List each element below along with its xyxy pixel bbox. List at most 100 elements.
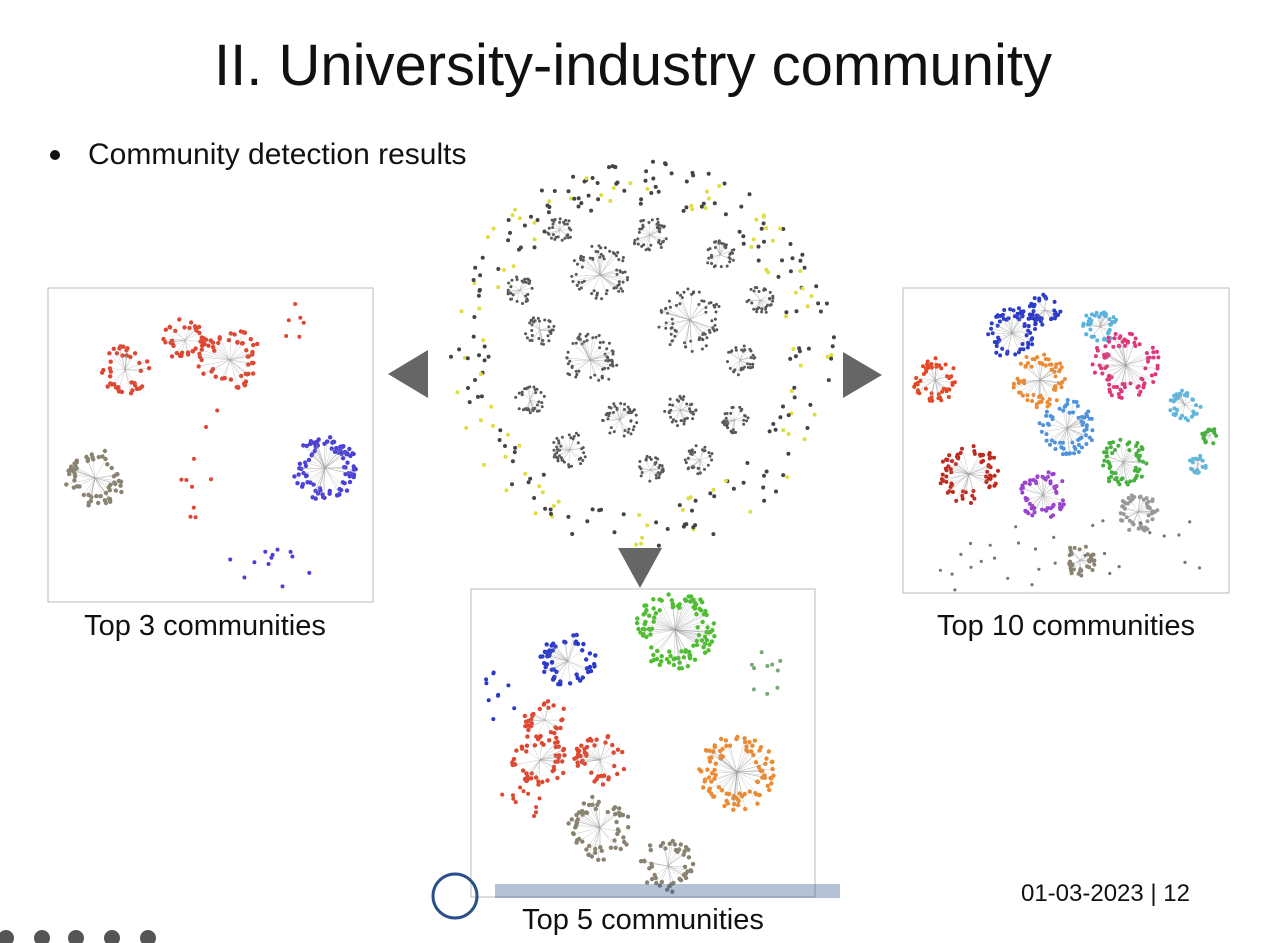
node (1044, 413, 1049, 418)
node (1109, 322, 1114, 327)
tool-icon[interactable] (68, 930, 84, 943)
node (690, 448, 694, 452)
node (676, 656, 681, 661)
node (74, 460, 79, 465)
node (476, 293, 481, 298)
tool-icon[interactable] (34, 930, 50, 943)
node (924, 366, 929, 371)
node (657, 662, 662, 667)
edges (553, 433, 584, 465)
node (659, 659, 664, 664)
node (351, 464, 356, 469)
node (706, 248, 710, 252)
tool-icon[interactable] (140, 930, 156, 943)
node (286, 318, 291, 323)
node (1171, 399, 1176, 404)
node (682, 290, 686, 294)
node (552, 730, 557, 736)
node (565, 222, 569, 226)
node (709, 639, 715, 644)
node (292, 474, 297, 479)
node (504, 488, 509, 493)
node (601, 419, 605, 423)
node (511, 793, 515, 798)
node (786, 432, 791, 436)
node (1065, 398, 1070, 402)
node (656, 217, 660, 221)
node (132, 383, 138, 388)
node (547, 339, 551, 343)
node (741, 241, 746, 246)
node (688, 495, 693, 500)
node (1018, 347, 1023, 352)
node (667, 410, 671, 414)
node (603, 246, 607, 250)
node (190, 484, 194, 489)
node (593, 850, 598, 855)
node (496, 285, 501, 290)
edges (602, 403, 633, 437)
node (712, 494, 717, 499)
node (1127, 518, 1132, 523)
node (597, 334, 601, 337)
node (582, 451, 586, 455)
node (664, 657, 670, 662)
node (1061, 502, 1066, 507)
tool-icon[interactable] (104, 930, 120, 943)
node (611, 186, 616, 190)
node (482, 344, 487, 349)
node (118, 483, 123, 488)
node (621, 766, 627, 772)
node (788, 356, 793, 361)
node (298, 315, 303, 320)
tool-icon[interactable] (0, 930, 14, 943)
node (1026, 316, 1031, 321)
node (753, 791, 758, 796)
node (648, 632, 653, 637)
node (706, 171, 711, 176)
node (735, 734, 740, 740)
node (1024, 333, 1029, 338)
node (290, 554, 295, 559)
node (978, 453, 983, 458)
node (161, 336, 166, 342)
node (925, 362, 930, 367)
node (584, 334, 588, 338)
node (108, 381, 113, 386)
node (694, 612, 699, 617)
node (584, 176, 589, 181)
node (559, 456, 563, 460)
node (743, 348, 747, 352)
node (741, 480, 746, 485)
node (250, 371, 256, 376)
node (588, 668, 594, 674)
node (226, 338, 232, 343)
node (709, 791, 714, 796)
node (764, 756, 769, 761)
node (108, 369, 114, 374)
node (1016, 306, 1021, 311)
node (537, 796, 542, 801)
node (1122, 343, 1127, 348)
node (676, 424, 679, 428)
node (1140, 447, 1145, 452)
node (746, 416, 750, 420)
node (1013, 352, 1018, 357)
node (617, 283, 621, 286)
edges (685, 449, 711, 474)
node (778, 226, 783, 231)
node (781, 473, 786, 478)
node (1091, 523, 1095, 528)
node (587, 651, 593, 656)
node (802, 265, 807, 270)
node (512, 706, 517, 711)
node (1102, 337, 1106, 342)
node (577, 369, 581, 373)
edges (639, 458, 664, 482)
node (722, 803, 727, 809)
node (108, 359, 113, 364)
node (697, 767, 702, 772)
node (585, 738, 591, 743)
arrow-left (388, 350, 428, 398)
